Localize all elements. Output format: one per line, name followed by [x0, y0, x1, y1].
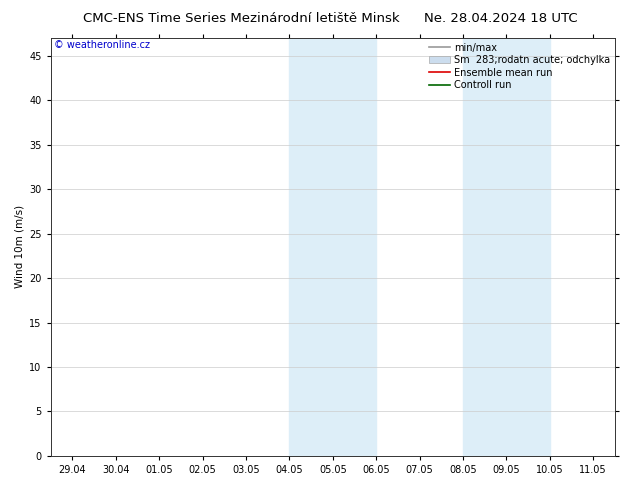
Text: Ne. 28.04.2024 18 UTC: Ne. 28.04.2024 18 UTC: [424, 12, 578, 25]
Text: CMC-ENS Time Series Mezinárodní letiště Minsk: CMC-ENS Time Series Mezinárodní letiště …: [82, 12, 399, 25]
Bar: [289, 38, 376, 456]
Bar: [463, 38, 550, 456]
Text: © weatheronline.cz: © weatheronline.cz: [53, 40, 150, 50]
Y-axis label: Wind 10m (m/s): Wind 10m (m/s): [15, 205, 25, 289]
Legend: min/max, Sm  283;rodatn acute; odchylka, Ensemble mean run, Controll run: min/max, Sm 283;rodatn acute; odchylka, …: [427, 41, 612, 92]
